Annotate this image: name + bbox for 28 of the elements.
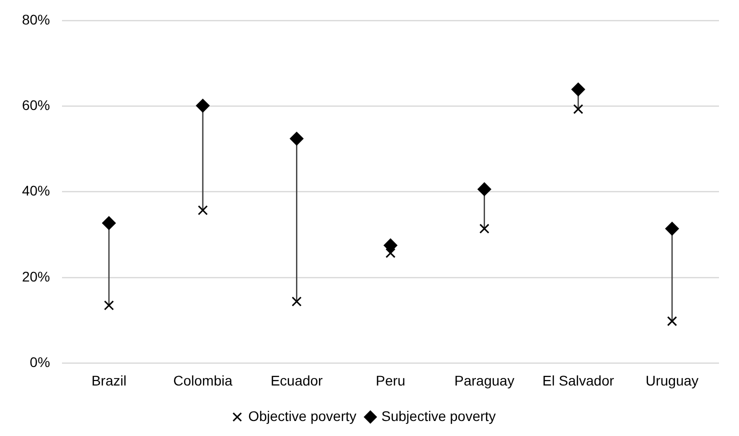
x-tick-label: Colombia — [173, 372, 233, 388]
x-tick-label: Ecuador — [270, 372, 324, 388]
point — [479, 224, 490, 234]
y-tick-label: 80% — [22, 11, 50, 28]
point — [290, 132, 304, 146]
point — [196, 98, 210, 112]
point — [478, 182, 492, 196]
point — [665, 222, 679, 236]
legend-label: Objective poverty — [248, 408, 356, 424]
point — [198, 205, 208, 216]
legend-label: Subjective poverty — [381, 408, 496, 424]
point — [384, 238, 398, 252]
y-tick-label: 60% — [22, 96, 50, 113]
point — [571, 82, 585, 96]
x-tick-label: Brazil — [91, 372, 126, 388]
point — [104, 300, 114, 310]
point — [292, 296, 302, 306]
x-tick-label: El Salvador — [542, 372, 614, 388]
point — [102, 216, 116, 230]
point — [386, 248, 396, 258]
point — [667, 316, 678, 326]
y-tick-label: 40% — [22, 182, 50, 199]
point — [573, 104, 584, 114]
y-tick-label: 20% — [22, 268, 50, 284]
x-tick-label: Paraguay — [454, 372, 514, 388]
x-tick-label: Uruguay — [646, 372, 699, 388]
y-tick-label: 0% — [30, 354, 50, 370]
x-tick-label: Peru — [376, 372, 406, 388]
